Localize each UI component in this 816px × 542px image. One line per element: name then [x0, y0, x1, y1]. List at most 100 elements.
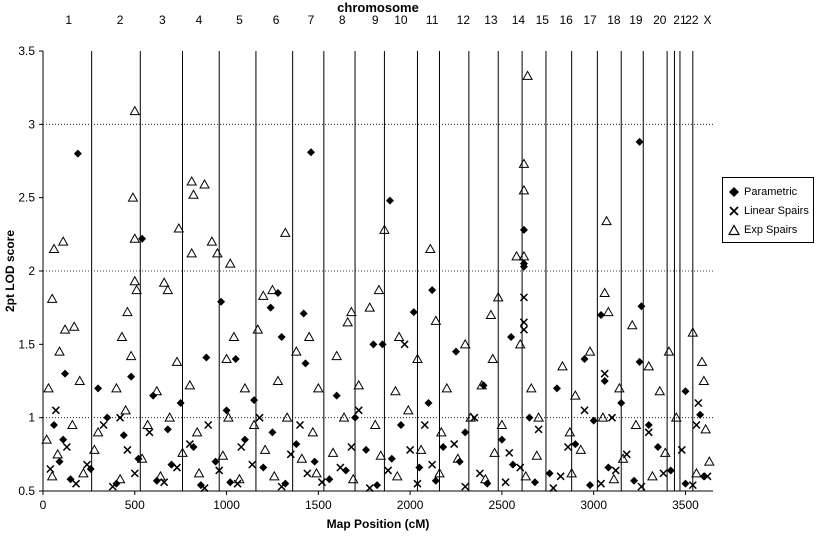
data-point-linear-spairs: [347, 442, 356, 452]
data-point-linear-spairs: [406, 445, 415, 454]
data-point-parametric: [597, 311, 606, 319]
data-point-parametric: [431, 476, 440, 485]
data-point-exp-spairs: [353, 379, 365, 390]
x-marker-icon: [729, 205, 739, 216]
data-point-exp-spairs: [234, 473, 245, 484]
data-point-exp-spairs: [597, 412, 609, 422]
data-point-linear-spairs: [237, 442, 246, 452]
data-point-exp-spairs: [68, 321, 80, 331]
data-point-exp-spairs: [700, 423, 712, 434]
data-point-exp-spairs: [375, 450, 387, 460]
data-point-exp-spairs: [520, 470, 532, 481]
data-point-exp-spairs: [272, 375, 284, 385]
data-point-linear-spairs: [519, 293, 528, 302]
data-point-parametric: [600, 377, 609, 385]
data-point-exp-spairs: [476, 379, 488, 390]
data-point-exp-spairs: [696, 356, 708, 366]
data-point-exp-spairs: [257, 290, 269, 300]
series-parametric: [50, 137, 708, 490]
data-point-exp-spairs: [89, 444, 100, 454]
data-point-linear-spairs: [108, 482, 117, 491]
data-point-exp-spairs: [184, 379, 196, 390]
data-point-parametric: [301, 359, 310, 368]
data-point-parametric: [452, 347, 461, 356]
data-point-exp-spairs: [465, 412, 477, 422]
data-point-parametric: [103, 413, 112, 422]
data-point-exp-spairs: [186, 176, 198, 186]
data-point-parametric: [73, 149, 82, 158]
data-point-parametric: [362, 445, 371, 454]
chromosome-label: 19: [629, 13, 643, 27]
data-point-exp-spairs: [373, 284, 385, 295]
data-point-exp-spairs: [654, 385, 666, 396]
data-point-exp-spairs: [424, 243, 436, 253]
chromosome-label: 10: [394, 13, 408, 27]
data-point-exp-spairs: [496, 419, 508, 429]
x-tick-label: 3500: [672, 498, 699, 512]
data-point-parametric: [378, 340, 387, 349]
data-point-parametric: [644, 421, 653, 429]
y-tick-label: 2.5: [18, 191, 35, 205]
data-point-parametric: [369, 340, 378, 349]
data-point-linear-spairs: [72, 479, 81, 488]
data-point-linear-spairs: [659, 469, 668, 478]
chromosome-label: 8: [339, 13, 346, 27]
data-point-linear-spairs: [450, 440, 459, 449]
data-point-parametric: [571, 440, 580, 449]
data-point-parametric: [439, 443, 448, 451]
data-point-exp-spairs: [267, 284, 278, 295]
data-point-exp-spairs: [228, 331, 240, 341]
data-point-exp-spairs: [158, 277, 170, 287]
data-point-linear-spairs: [519, 318, 528, 327]
data-point-parametric: [519, 262, 528, 271]
data-point-exp-spairs: [188, 189, 199, 199]
data-point-exp-spairs: [691, 467, 702, 478]
data-point-linear-spairs: [413, 479, 422, 488]
data-point-exp-spairs: [415, 444, 427, 454]
data-point-linear-spairs: [400, 340, 409, 349]
data-point-exp-spairs: [412, 353, 423, 363]
data-point-exp-spairs: [601, 215, 612, 226]
data-point-parametric: [424, 399, 433, 407]
data-point-linear-spairs: [516, 463, 525, 472]
data-point-parametric: [461, 428, 470, 437]
chromosome-label: 4: [196, 13, 203, 27]
data-point-parametric: [292, 440, 301, 449]
data-point-exp-spairs: [703, 456, 715, 466]
data-point-exp-spairs: [393, 331, 405, 341]
data-point-parametric: [66, 475, 75, 484]
data-point-exp-spairs: [52, 448, 64, 459]
data-point-exp-spairs: [171, 356, 183, 366]
chromosome-label: 14: [512, 13, 526, 27]
data-point-parametric: [545, 469, 554, 478]
data-point-linear-spairs: [692, 420, 701, 430]
data-point-exp-spairs: [290, 346, 302, 356]
data-point-exp-spairs: [608, 473, 620, 484]
data-point-exp-spairs: [525, 382, 537, 393]
data-point-exp-spairs: [311, 467, 322, 478]
data-point-exp-spairs: [364, 302, 376, 312]
data-point-exp-spairs: [127, 192, 139, 202]
data-point-exp-spairs: [459, 338, 471, 349]
data-point-exp-spairs: [584, 346, 596, 356]
x-tick-label: 0: [40, 498, 47, 512]
data-point-exp-spairs: [369, 419, 381, 429]
data-point-exp-spairs: [206, 236, 218, 246]
legend-item-exp-spairs: Exp Spairs: [728, 220, 808, 239]
data-point-linear-spairs: [204, 420, 213, 430]
data-point-exp-spairs: [303, 331, 315, 341]
data-point-exp-spairs: [617, 453, 629, 463]
data-point-linear-spairs: [556, 472, 565, 481]
data-point-linear-spairs: [677, 445, 686, 454]
data-point-parametric: [617, 399, 626, 407]
data-point-exp-spairs: [43, 382, 54, 393]
data-point-exp-spairs: [41, 434, 53, 444]
data-point-exp-spairs: [514, 338, 526, 349]
data-point-parametric: [635, 357, 644, 366]
chromosome-label: 13: [484, 13, 498, 27]
data-point-linear-spairs: [255, 413, 264, 422]
chromosome-label: 20: [653, 13, 667, 27]
data-point-exp-spairs: [492, 291, 504, 302]
x-tick-label: 1000: [213, 498, 240, 512]
